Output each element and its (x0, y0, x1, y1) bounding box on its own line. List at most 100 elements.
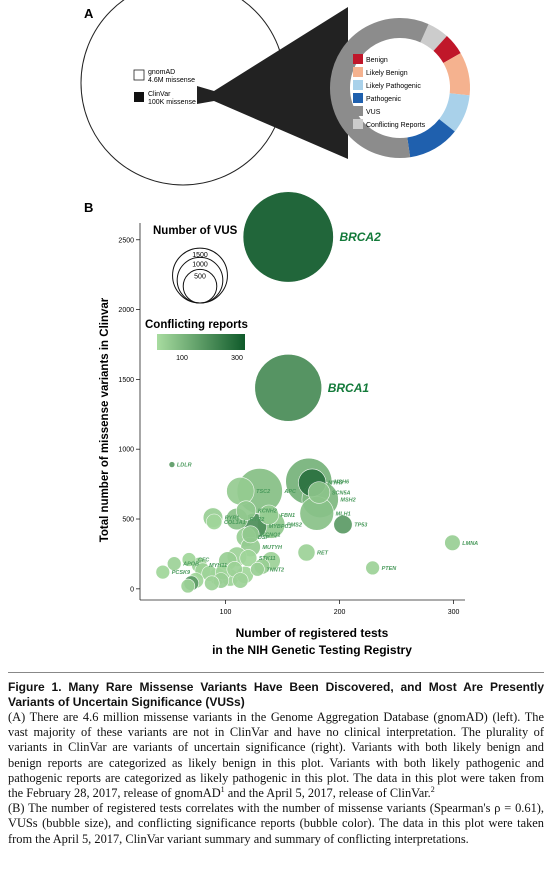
point-pten (365, 560, 380, 576)
point-label-myh11: MYH11 (209, 563, 227, 569)
caption-a-text-2: and the April 5, 2017, release of ClinVa… (224, 786, 431, 801)
donut-slice-likely-pathogenic (438, 92, 470, 132)
donut-slice-conflicting-reports (420, 24, 447, 52)
point-label-apob: APOB (182, 562, 199, 568)
color-legend-tick-300: 300 (231, 355, 243, 362)
point-label-lmna: LMNA (462, 541, 478, 547)
x-tick-labels: 100 200 300 (220, 600, 460, 616)
point-label-mutyh: MUTYH (262, 545, 283, 551)
y-tick-labels: 0 500 1000 1500 2000 2500 (118, 237, 140, 593)
point-label-fbn1: FBN1 (281, 513, 295, 519)
point-scn5a (307, 481, 331, 504)
caption-panel-a: (A) There are 4.6 million missense varia… (8, 710, 544, 801)
clinvar-name: ClinVar (148, 91, 171, 98)
gnomad-name: gnomAD (148, 69, 175, 76)
point-labels: BRCA2 BRCA1 MSH6 APC MSH2 MLH1 MYH7 TSC2 PMS2MYB… (172, 230, 478, 576)
size-legend-title: Number of VUS (153, 225, 238, 237)
legend-label-pathogenic: Pathogenic (366, 96, 402, 103)
point-brca1 (254, 353, 323, 422)
size-legend-label-1500: 1500 (192, 252, 208, 259)
size-legend: 500 1000 1500 (172, 247, 228, 304)
x-tick-300: 300 (448, 609, 460, 616)
point-kcnh2 (235, 500, 257, 521)
x-tick-200: 200 (334, 609, 346, 616)
point-label-mybpc3: MYBPC3 (269, 524, 292, 530)
clinvar-count: 100K missense (148, 99, 196, 106)
panel-a-label: A (84, 6, 94, 21)
gnomad-swatch (133, 69, 145, 81)
color-legend-tick-100: 100 (176, 355, 188, 362)
point-unlabeled-35 (232, 572, 249, 589)
point-label-dsp: DSP (258, 535, 270, 541)
point-label-cfc: CFC (198, 558, 210, 564)
point-label-tnnt2: TNNT2 (266, 567, 284, 573)
donut-slice-likely-benign (443, 53, 470, 96)
legend-label-conflicting-reports: Conflicting Reports (366, 122, 426, 129)
scatter-axes (139, 223, 465, 601)
point-label-msh6: MSH6 (334, 479, 350, 485)
y-tick-1000: 1000 (118, 447, 134, 454)
figure-caption: Figure 1. Many Rare Missense Variants Ha… (8, 680, 544, 847)
point-label-pcsk9: PCSK9 (172, 570, 191, 576)
point-label-mlh1: MLH1 (336, 511, 351, 517)
point-pcsk9 (155, 564, 171, 580)
size-legend-label-1000: 1000 (192, 261, 208, 268)
caption-ref-1: 1 (220, 784, 225, 794)
point-fbn1 (258, 504, 279, 525)
legend-swatch-benign (353, 54, 363, 64)
y-tick-500: 500 (122, 517, 134, 524)
point-label-pten: PTEN (382, 566, 398, 572)
point-apob (166, 556, 182, 571)
point-tp53 (333, 515, 353, 535)
x-axis-label-line1: Number of registered tests (236, 626, 389, 640)
point-lmna (444, 534, 461, 551)
clinvar-donut (330, 18, 470, 158)
point-label-kcnh2: KCNH2 (258, 509, 277, 515)
point-label-myh7: MYH7 (328, 481, 344, 487)
point-label-scn5a: SCN5A (332, 490, 351, 496)
point-label-brca1: BRCA1 (328, 381, 370, 395)
size-legend-label-500: 500 (194, 273, 206, 280)
scatter-points (155, 191, 461, 594)
zoom-wedge (197, 7, 348, 159)
legend-swatch-likely-benign (353, 67, 363, 77)
point-kcnq1 (241, 525, 260, 544)
point-label-col3a1: COL3A1 (224, 520, 246, 526)
donut-slice-vus (330, 18, 429, 158)
legend-label-likely-benign: Likely Benign (366, 70, 408, 77)
point-label-apc: APC (283, 489, 297, 495)
point-label-ryr1: RYR1 (225, 516, 240, 522)
point-ret (297, 543, 316, 562)
caption-title: Figure 1. Many Rare Missense Variants Ha… (8, 680, 544, 709)
panel-b-label: B (84, 200, 93, 215)
point-ldlr (168, 461, 176, 468)
point-label-ret: RET (317, 551, 329, 557)
legend-label-likely-pathogenic: Likely Pathogenic (366, 83, 421, 90)
point-unlabeled-39 (204, 575, 220, 591)
gnomad-count: 4.6M missense (148, 77, 195, 84)
x-axis-label-line2: in the NIH Genetic Testing Registry (212, 643, 412, 657)
point-unlabeled-45 (180, 578, 196, 594)
legend-swatch-conflicting-reports (353, 119, 363, 129)
point-label-ryr2: RYR2 (250, 517, 265, 523)
caption-a-text: (A) There are 4.6 million missense varia… (8, 710, 544, 801)
donut-slice-benign (433, 36, 461, 64)
figure: A gnomAD 4.6M missense ClinVar 100K miss… (80, 0, 478, 657)
y-tick-0: 0 (130, 586, 134, 593)
point-cfc (181, 552, 197, 567)
point-label-msh2: MSH2 (340, 497, 355, 503)
point-tnnt2 (250, 562, 265, 577)
y-tick-2500: 2500 (118, 237, 134, 244)
caption-panel-b: (B) The number of registered tests corre… (8, 801, 544, 846)
legend-label-benign: Benign (366, 57, 388, 64)
caption-ref-2: 2 (430, 784, 435, 794)
point-label-brca2: BRCA2 (339, 230, 381, 244)
clinvar-swatch (134, 92, 144, 102)
point-stk11 (239, 549, 258, 567)
caption-rule (8, 672, 544, 673)
legend-label-vus: VUS (366, 109, 381, 116)
point-brca2 (242, 191, 334, 283)
y-tick-2000: 2000 (118, 307, 134, 314)
point-label-pms2: PMS2 (287, 523, 302, 529)
donut-legend: Benign Likely Benign Likely Pathogenic Path… (353, 54, 426, 129)
